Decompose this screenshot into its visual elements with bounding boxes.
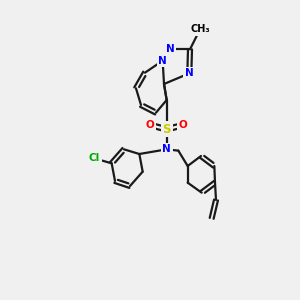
Text: N: N (185, 68, 194, 78)
Text: O: O (179, 120, 188, 130)
Text: N: N (158, 56, 167, 66)
Text: N: N (162, 144, 171, 154)
Text: N: N (166, 44, 174, 54)
Text: CH₃: CH₃ (190, 24, 210, 34)
Text: Cl: Cl (89, 153, 100, 163)
Text: S: S (162, 123, 171, 136)
Text: O: O (146, 120, 154, 130)
